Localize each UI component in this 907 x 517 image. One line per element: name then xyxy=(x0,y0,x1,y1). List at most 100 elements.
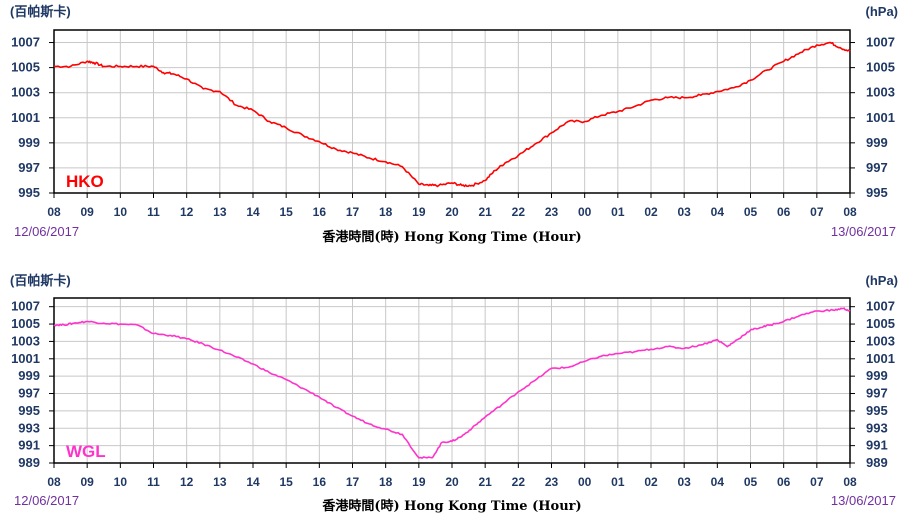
chart2-unit-left: (百帕斯卡) xyxy=(10,273,71,288)
chart2-ytick-right: 991 xyxy=(866,438,888,453)
chart2-xtick-label: 09 xyxy=(80,475,94,489)
chart2-plot-frame xyxy=(53,297,851,464)
chart2-ytick-left: 999 xyxy=(18,368,40,383)
chart2-unit-right: (hPa) xyxy=(866,273,899,288)
chart1-xtick-label: 14 xyxy=(246,205,260,219)
chart1-xtick-label: 01 xyxy=(611,205,625,219)
chart1-station-label: HKO xyxy=(66,172,104,191)
chart2-xtick-label: 23 xyxy=(545,475,559,489)
chart2-ytick-right: 995 xyxy=(866,403,888,418)
chart1-xtick-label: 08 xyxy=(843,205,857,219)
chart1-ytick-left: 1003 xyxy=(11,85,40,100)
chart1-unit-left: (百帕斯卡) xyxy=(10,4,71,19)
chart2-ytick-left: 989 xyxy=(18,455,40,470)
chart1-xtick-label: 16 xyxy=(313,205,327,219)
chart2-ytick-right: 989 xyxy=(866,455,888,470)
chart1-xtick-label: 08 xyxy=(47,205,61,219)
chart2-xtick-label: 14 xyxy=(246,475,260,489)
chart2-xtick-label: 16 xyxy=(313,475,327,489)
chart1-ytick-left: 997 xyxy=(18,160,40,175)
chart1-series-line xyxy=(54,41,851,188)
chart1-xtick-label: 02 xyxy=(644,205,658,219)
chart2-xtick-label: 21 xyxy=(478,475,492,489)
chart2-ytick-left: 991 xyxy=(18,438,40,453)
chart1-xtick-label: 06 xyxy=(777,205,791,219)
chart1-ytick-right: 1007 xyxy=(866,35,895,50)
chart1-xtick-label: 21 xyxy=(478,205,492,219)
chart2-ytick-left: 1007 xyxy=(11,299,40,314)
chart1-xtick-label: 12 xyxy=(180,205,194,219)
chart2-xtick-label: 02 xyxy=(644,475,658,489)
chart1-ytick-right: 1001 xyxy=(866,110,895,125)
chart2-xtick-label: 18 xyxy=(379,475,393,489)
chart2-station-label: WGL xyxy=(66,442,106,461)
chart1-xtick-label: 04 xyxy=(711,205,725,219)
chart1-x-axis-title: 香港時間(時) Hong Kong Time (Hour) xyxy=(321,229,581,245)
chart1-ytick-left: 1001 xyxy=(11,110,40,125)
chart1-ytick-left: 995 xyxy=(18,185,40,200)
chart1-ytick-right: 1005 xyxy=(866,60,895,75)
chart1-unit-right: (hPa) xyxy=(866,4,899,19)
chart1-xtick-label: 17 xyxy=(346,205,360,219)
chart1-xtick-label: 22 xyxy=(512,205,526,219)
chart1-xtick-label: 10 xyxy=(114,205,128,219)
chart2-xtick-label: 22 xyxy=(512,475,526,489)
chart1-xtick-label: 23 xyxy=(545,205,559,219)
chart1-xtick-label: 19 xyxy=(412,205,426,219)
chart2-ytick-right: 1007 xyxy=(866,299,895,314)
chart1-xtick-label: 09 xyxy=(80,205,94,219)
chart1-xtick-label: 05 xyxy=(744,205,758,219)
chart2-xtick-label: 01 xyxy=(611,475,625,489)
chart2-ytick-left: 1001 xyxy=(11,351,40,366)
chart2-ytick-left: 1003 xyxy=(11,333,40,348)
chart2-ytick-right: 997 xyxy=(866,386,888,401)
chart2-ytick-right: 1005 xyxy=(866,316,895,331)
chart2-x-axis-title: 香港時間(時) Hong Kong Time (Hour) xyxy=(321,498,581,514)
chart2-ytick-left: 1005 xyxy=(11,316,40,331)
chart2-ytick-left: 993 xyxy=(18,420,40,435)
chart2-start-date: 12/06/2017 xyxy=(14,493,79,508)
chart2-xtick-label: 04 xyxy=(711,475,725,489)
chart1-ytick-right: 997 xyxy=(866,160,888,175)
chart1-xtick-label: 13 xyxy=(213,205,227,219)
chart2-series-line xyxy=(53,307,851,459)
chart1-ytick-right: 995 xyxy=(866,185,888,200)
chart2-xtick-label: 13 xyxy=(213,475,227,489)
chart1-start-date: 12/06/2017 xyxy=(14,224,79,239)
chart2-xtick-label: 03 xyxy=(677,475,691,489)
chart1-xtick-label: 18 xyxy=(379,205,393,219)
chart2-ytick-right: 1001 xyxy=(866,351,895,366)
chart1-ytick-right: 999 xyxy=(866,135,888,150)
chart2-ytick-left: 995 xyxy=(18,403,40,418)
chart2-xtick-label: 00 xyxy=(578,475,592,489)
chart1-ytick-right: 1003 xyxy=(866,85,895,100)
chart1-xtick-label: 00 xyxy=(578,205,592,219)
chart2-ytick-left: 997 xyxy=(18,386,40,401)
chart2-xtick-label: 06 xyxy=(777,475,791,489)
chart1-xtick-label: 07 xyxy=(810,205,824,219)
chart1-plot-frame xyxy=(53,29,851,194)
chart2-ytick-right: 993 xyxy=(866,420,888,435)
chart1-xtick-label: 15 xyxy=(279,205,293,219)
chart2-xtick-label: 08 xyxy=(47,475,61,489)
chart2-xtick-label: 07 xyxy=(810,475,824,489)
chart1-end-date: 13/06/2017 xyxy=(831,224,896,239)
chart2-xtick-label: 11 xyxy=(147,475,160,489)
chart1-xtick-label: 03 xyxy=(677,205,691,219)
chart1-ytick-left: 1005 xyxy=(11,60,40,75)
chart2-ytick-right: 1003 xyxy=(866,333,895,348)
chart2-xtick-label: 05 xyxy=(744,475,758,489)
chart2-xtick-label: 17 xyxy=(346,475,360,489)
chart1-ytick-left: 999 xyxy=(18,135,40,150)
chart2-xtick-label: 19 xyxy=(412,475,426,489)
chart2-ytick-right: 999 xyxy=(866,368,888,383)
chart1-ytick-left: 1007 xyxy=(11,35,40,50)
chart2-xtick-label: 08 xyxy=(843,475,857,489)
chart2-xtick-label: 10 xyxy=(114,475,128,489)
chart1-xtick-label: 20 xyxy=(445,205,459,219)
chart2-end-date: 13/06/2017 xyxy=(831,493,896,508)
chart1-xtick-label: 11 xyxy=(147,205,160,219)
chart2-xtick-label: 12 xyxy=(180,475,194,489)
